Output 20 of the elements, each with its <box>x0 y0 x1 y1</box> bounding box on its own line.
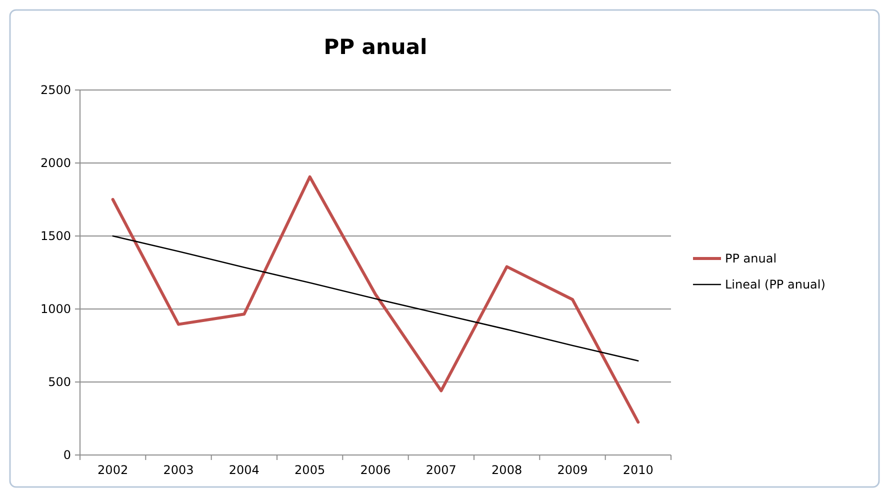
chart-title: PP anual <box>324 35 428 59</box>
x-tick-label: 2002 <box>98 463 128 477</box>
x-tick-label: 2009 <box>557 463 588 477</box>
line-series <box>112 235 639 362</box>
x-tick-label: 2008 <box>492 463 522 477</box>
y-tick-label: 1500 <box>40 229 71 243</box>
y-tick-label: 2500 <box>40 83 71 97</box>
y-tick-label: 1000 <box>40 302 71 316</box>
legend-label: PP anual <box>725 252 777 266</box>
y-tick-label: 500 <box>48 375 71 389</box>
y-tick-label: 2000 <box>40 156 71 170</box>
legend-label: Lineal (PP anual) <box>725 278 826 292</box>
x-tick-label: 2003 <box>163 463 194 477</box>
x-tick-label: 2006 <box>360 463 391 477</box>
x-tick-label: 2010 <box>622 463 654 477</box>
x-tick-label: 2007 <box>426 463 456 477</box>
x-tick-label: 2004 <box>228 463 260 477</box>
x-tick-label: 2005 <box>294 463 326 477</box>
y-tick-label: 0 <box>63 448 71 462</box>
line-series <box>111 175 640 424</box>
